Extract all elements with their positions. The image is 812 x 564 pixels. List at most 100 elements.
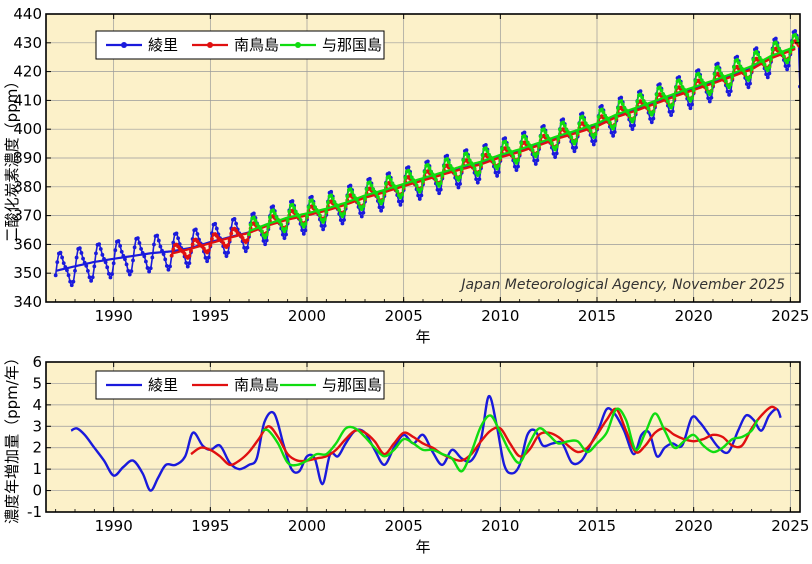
data-point-0-131	[264, 238, 269, 243]
data-point-0-191	[361, 210, 366, 215]
data-point-2-263	[670, 102, 675, 107]
data-point-2-327	[773, 40, 778, 45]
data-point-0-178	[340, 221, 345, 226]
data-point-0-322	[572, 149, 577, 154]
data-point-0-262	[475, 180, 480, 185]
y-tick-label: 440	[13, 5, 42, 23]
y-tick-label: 2	[32, 439, 42, 457]
data-point-0-387	[677, 75, 682, 79]
data-point-1-47	[245, 238, 250, 243]
data-point-0-11	[71, 279, 76, 284]
data-point-0-243	[445, 153, 450, 158]
data-point-2-4	[253, 218, 258, 223]
data-point-2-121	[442, 164, 446, 169]
data-point-0-321	[570, 145, 575, 150]
data-point-0-285	[512, 164, 517, 169]
data-point-0-311	[554, 151, 559, 156]
data-point-0-363	[638, 89, 643, 93]
data-point-2-340	[794, 35, 799, 40]
data-point-0-177	[338, 218, 343, 222]
data-point-2-332	[781, 54, 786, 59]
data-point-0-406	[707, 99, 712, 104]
data-point-2-169	[519, 141, 524, 145]
data-point-0-25	[94, 251, 98, 256]
data-point-0-63	[155, 233, 160, 238]
data-point-2-312	[749, 67, 754, 72]
y-tick-label: 350	[13, 264, 42, 282]
x-tick-label: 1990	[95, 307, 133, 325]
data-point-2-264	[672, 94, 677, 99]
data-point-0-8	[66, 273, 71, 278]
data-point-2-334	[785, 60, 790, 65]
data-point-0-214	[398, 202, 403, 207]
data-point-0-12	[73, 268, 77, 273]
data-point-2-107	[419, 187, 424, 191]
data-point-0-142	[282, 236, 287, 241]
data-point-2-168	[517, 150, 522, 155]
data-point-2-208	[582, 117, 587, 122]
data-point-0-423	[735, 54, 740, 59]
data-point-0-213	[396, 199, 401, 204]
data-point-0-369	[648, 117, 653, 121]
data-point-2-27	[290, 202, 295, 207]
data-point-2-231	[619, 99, 624, 103]
data-point-1-35	[226, 243, 230, 248]
trend-line-1	[171, 47, 796, 255]
data-point-2-335	[786, 57, 791, 62]
data-point-2-176	[530, 148, 535, 153]
data-point-2-203	[574, 139, 578, 143]
y-tick-label: 340	[13, 293, 42, 311]
data-point-2-291	[715, 65, 720, 69]
legend-marker-0	[121, 42, 127, 48]
data-point-0-429	[744, 82, 749, 86]
data-point-0-411	[715, 61, 720, 66]
data-point-0-375	[657, 82, 662, 87]
data-point-0-13	[74, 255, 79, 260]
data-point-2-224	[607, 120, 612, 125]
data-point-2-299	[728, 82, 733, 87]
data-point-0-215	[400, 199, 404, 204]
data-point-0-339	[599, 103, 604, 108]
data-point-2-184	[543, 130, 548, 135]
data-point-0-351	[619, 95, 624, 100]
data-point-0-5	[61, 261, 66, 266]
data-point-2-243	[638, 92, 643, 97]
data-point-0-93	[203, 255, 208, 260]
data-point-0-291	[522, 130, 527, 135]
data-point-0-309	[551, 151, 556, 156]
data-point-2-109	[422, 169, 427, 174]
y-tick-label: 370	[13, 207, 42, 225]
data-point-1-13	[190, 242, 195, 247]
data-point-0-135	[271, 204, 276, 209]
legend: 綾里 南鳥島 与那国島	[95, 30, 385, 60]
trend-line-2	[248, 45, 796, 233]
data-point-0-29	[100, 252, 105, 257]
data-point-0-22	[89, 278, 94, 283]
data-point-2-292	[717, 68, 722, 72]
data-point-0-119	[245, 245, 250, 250]
data-point-2-248	[646, 106, 651, 111]
data-point-0-357	[628, 123, 633, 128]
data-point-2-145	[480, 153, 485, 158]
co2-concentration-panel: Japan Meteorological Agency, November 20…	[3, 5, 809, 346]
data-point-2-256	[659, 88, 664, 93]
data-point-2-144	[479, 162, 483, 167]
data-point-2-253	[654, 92, 659, 97]
data-point-0-303	[541, 124, 546, 128]
legend-label-2: 与那国島	[322, 376, 382, 394]
y-tick-label: 4	[32, 396, 42, 414]
data-point-0-171	[329, 189, 334, 194]
data-point-0-129	[261, 238, 266, 243]
data-point-2-172	[524, 137, 529, 141]
data-point-2-228	[614, 115, 619, 120]
data-point-0-107	[226, 250, 230, 255]
data-point-0-382	[669, 113, 674, 118]
data-point-2-323	[767, 65, 772, 70]
data-point-0-60	[150, 255, 155, 260]
y-tick-label: 380	[13, 178, 42, 196]
data-point-2-229	[616, 106, 620, 111]
x-tick-label: 2020	[675, 307, 713, 325]
data-point-0-297	[532, 158, 537, 163]
data-point-0-51	[135, 236, 140, 241]
